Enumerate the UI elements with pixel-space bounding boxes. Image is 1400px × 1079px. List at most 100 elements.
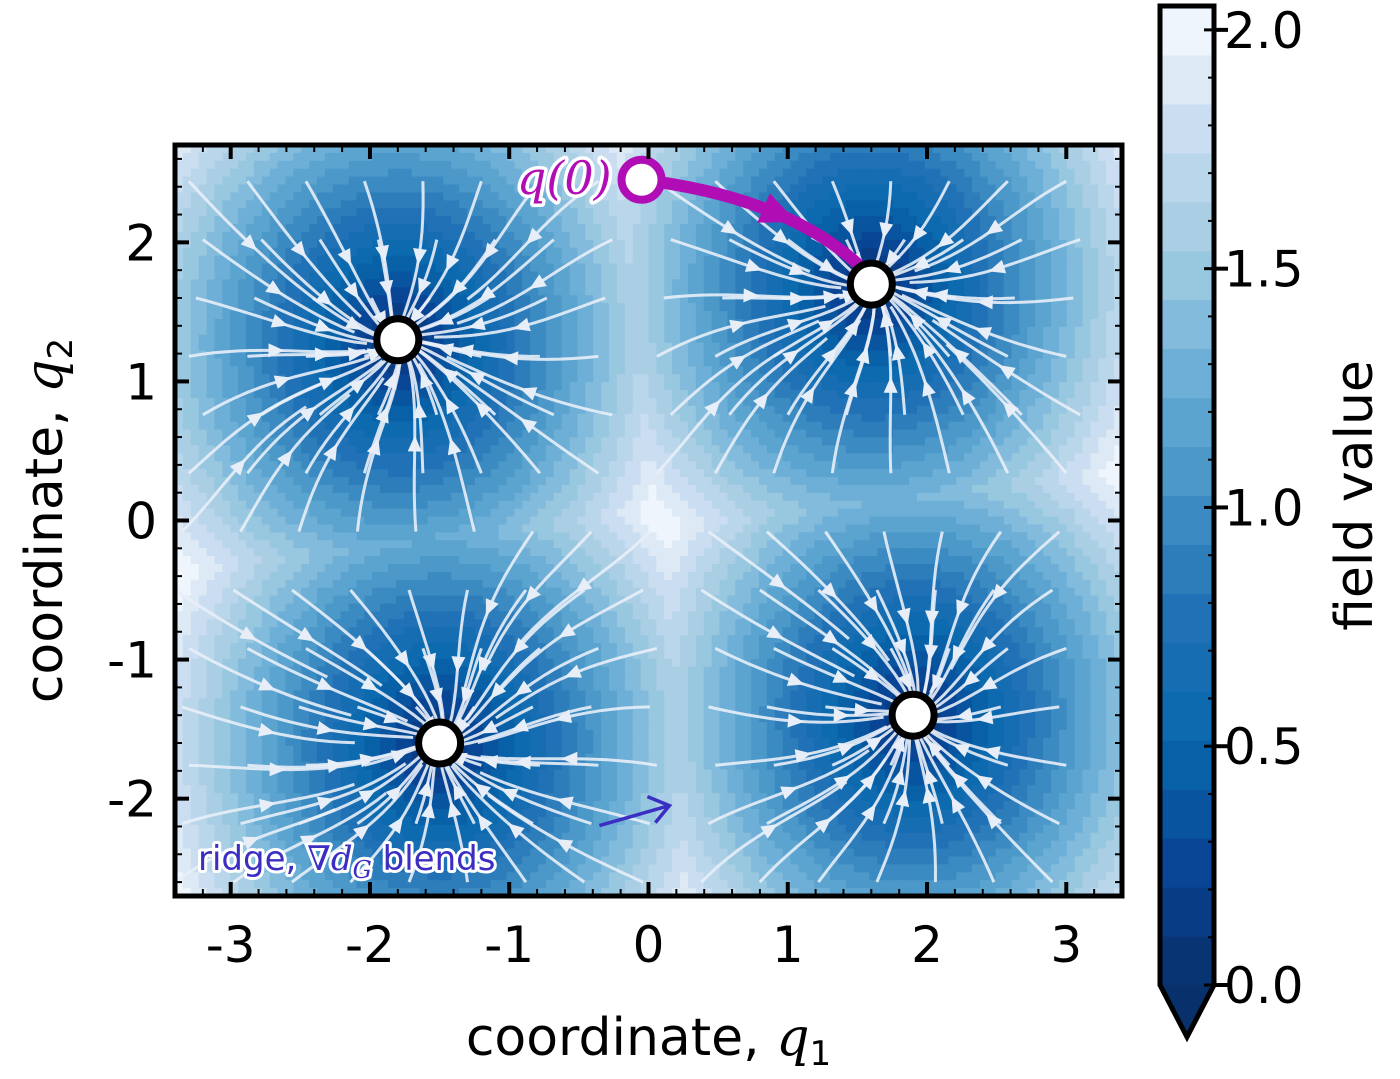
heatmap-cell: [395, 168, 405, 178]
heatmap-cell: [411, 231, 421, 241]
heatmap-cell: [411, 540, 421, 549]
heatmap-cell: [553, 888, 563, 896]
heatmap-cell: [269, 548, 279, 557]
heatmap-cell: [214, 888, 224, 896]
heatmap-cell: [324, 611, 334, 621]
heatmap-cell: [403, 729, 413, 739]
heatmap-cell: [317, 816, 326, 826]
heatmap-cell: [214, 540, 224, 549]
heatmap-cell: [577, 397, 587, 407]
heatmap-cell: [317, 477, 326, 486]
heatmap-cell: [411, 650, 421, 660]
heatmap-cell: [293, 287, 302, 296]
heatmap-cell: [569, 184, 579, 194]
heatmap-cell: [443, 334, 452, 344]
heatmap-cell: [293, 397, 302, 407]
heatmap-cell: [538, 809, 547, 818]
heatmap-cell: [514, 579, 523, 589]
heatmap-cell: [182, 484, 192, 494]
heatmap-cell: [309, 872, 318, 881]
heatmap-cell: [324, 698, 334, 707]
heatmap-cell: [222, 532, 231, 541]
heatmap-cell: [198, 714, 208, 723]
heatmap-cell: [261, 295, 271, 304]
heatmap-cell: [198, 390, 208, 399]
heatmap-cell: [214, 492, 224, 502]
heatmap-cell: [348, 579, 358, 589]
heatmap-cell: [317, 595, 326, 605]
heatmap-cell: [466, 429, 476, 439]
heatmap-cell: [309, 231, 318, 241]
heatmap-cell: [506, 334, 516, 344]
heatmap-cell: [435, 208, 445, 217]
heatmap-cell: [269, 516, 279, 526]
heatmap-cell: [214, 832, 224, 842]
heatmap-cell: [545, 445, 555, 455]
heatmap-cell: [324, 840, 334, 850]
heatmap-cell: [522, 745, 531, 755]
heatmap-cell: [403, 785, 413, 794]
heatmap-cell: [198, 556, 208, 565]
heatmap-cell: [348, 413, 358, 423]
heatmap-cell: [340, 603, 350, 613]
heatmap-cell: [435, 643, 445, 652]
heatmap-cell: [348, 200, 358, 209]
heatmap-cell: [206, 848, 216, 858]
heatmap-cell: [190, 445, 200, 455]
heatmap-cell: [474, 152, 484, 162]
heatmap-cell: [214, 500, 224, 510]
heatmap-cell: [285, 184, 295, 194]
heatmap-cell: [427, 856, 437, 866]
heatmap-cell: [435, 176, 445, 186]
heatmap-cell: [293, 563, 302, 573]
heatmap-cell: [277, 145, 287, 154]
heatmap-cell: [332, 769, 342, 779]
heatmap-cell: [285, 397, 295, 407]
heatmap-cell: [269, 184, 279, 194]
heatmap-cell: [553, 152, 563, 162]
heatmap-cell: [372, 888, 381, 896]
heatmap-cell: [530, 208, 539, 217]
heatmap-cell: [451, 145, 460, 154]
heatmap-cell: [506, 200, 516, 209]
heatmap-cell: [427, 366, 437, 375]
heatmap-cell: [395, 729, 405, 739]
heatmap-cell: [285, 832, 295, 842]
heatmap-cell: [348, 627, 358, 636]
heatmap-cell: [182, 595, 192, 605]
heatmap-cell: [324, 382, 334, 391]
heatmap-cell: [246, 326, 255, 336]
heatmap-cell: [269, 737, 279, 747]
heatmap-cell: [435, 785, 445, 794]
heatmap-cell: [490, 658, 500, 668]
heatmap-cell: [530, 216, 539, 225]
heatmap-cell: [419, 587, 429, 597]
heatmap-cell: [198, 500, 208, 510]
heatmap-cell: [372, 816, 381, 826]
heatmap-cell: [545, 516, 555, 526]
heatmap-cell: [277, 326, 287, 336]
heatmap-cell: [261, 303, 271, 312]
heatmap-cell: [451, 484, 460, 494]
heatmap-cell: [222, 342, 231, 352]
heatmap-cell: [238, 350, 247, 360]
heatmap-cell: [427, 303, 437, 312]
heatmap-cell: [482, 429, 492, 439]
heatmap-cell: [411, 184, 421, 194]
heatmap-cell: [285, 303, 295, 312]
heatmap-cell: [238, 729, 247, 739]
heatmap-cell: [411, 192, 421, 202]
heatmap-cell: [206, 698, 216, 707]
heatmap-cell: [182, 722, 192, 731]
heatmap-cell: [403, 611, 413, 621]
heatmap-cell: [206, 176, 216, 186]
heatmap-cell: [530, 160, 539, 170]
heatmap-cell: [569, 595, 579, 605]
heatmap-cell: [246, 461, 255, 470]
heatmap-cell: [466, 216, 476, 225]
heatmap-cell: [340, 698, 350, 707]
heatmap-cell: [561, 556, 571, 565]
heatmap-cell: [309, 469, 318, 478]
heatmap-cell: [309, 200, 318, 209]
heatmap-cell: [530, 635, 539, 644]
